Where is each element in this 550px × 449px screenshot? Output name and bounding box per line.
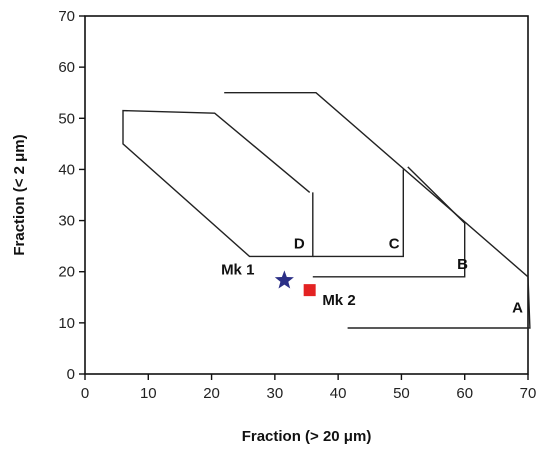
x-tick-label: 10	[140, 385, 157, 402]
y-tick-label: 10	[58, 315, 75, 332]
point-marker-mk2-square	[303, 284, 316, 297]
y-tick-label: 0	[67, 366, 75, 383]
zone-outline-d	[122, 109, 314, 258]
x-tick-label: 70	[520, 385, 537, 402]
y-tick-label: 40	[58, 161, 75, 178]
point-label-2: Mk 2	[322, 292, 355, 309]
zone-outline-c	[312, 169, 404, 258]
axes: 0 10 20 30 40 50 60 70 0 10 20 30 40 50 60 70	[58, 8, 536, 402]
x-tick-label: 30	[267, 385, 284, 402]
zone-label-a: A	[512, 300, 523, 317]
zone-label-d: D	[294, 236, 305, 253]
y-tick-label: 50	[58, 110, 75, 127]
x-tick-label: 0	[81, 385, 89, 402]
x-axis-title: Fraction (> 20 μm)	[242, 428, 372, 445]
point-label-1: Mk 1	[221, 261, 254, 278]
y-axis-title: Fraction (< 2 μm)	[11, 134, 28, 255]
x-tick-label: 60	[456, 385, 473, 402]
y-tick-label: 60	[58, 59, 75, 76]
data-points: Mk 1 Mk 2	[221, 261, 356, 309]
y-tick-label: 70	[58, 8, 75, 25]
x-tick-label: 40	[330, 385, 347, 402]
point-marker-mk1-star	[274, 270, 294, 289]
x-tick-label: 20	[203, 385, 220, 402]
zone-outline-b	[312, 166, 466, 278]
y-tick-label: 20	[58, 264, 75, 281]
plot-frame	[84, 15, 529, 375]
zone-label-b: B	[457, 256, 468, 273]
zone-label-c: C	[389, 236, 400, 253]
zone-outlines: A B C D	[122, 91, 531, 329]
y-tick-label: 30	[58, 213, 75, 230]
zone-outline-a	[224, 91, 531, 329]
x-tick-label: 50	[393, 385, 410, 402]
